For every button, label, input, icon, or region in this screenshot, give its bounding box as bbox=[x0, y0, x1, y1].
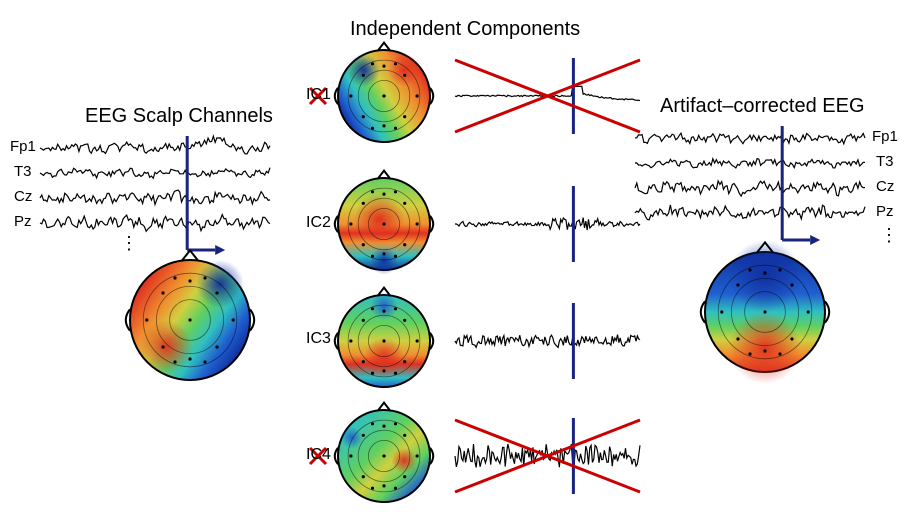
right-panel bbox=[635, 126, 865, 384]
eeg-wave-right-Cz bbox=[635, 181, 865, 196]
eeg-wave-left-Fp1 bbox=[40, 136, 270, 154]
eeg-wave-right-Pz bbox=[635, 205, 865, 220]
eeg-wave-left-Cz bbox=[40, 190, 270, 204]
center-panel bbox=[310, 43, 640, 502]
ic-wave-IC3 bbox=[455, 335, 640, 348]
left-panel bbox=[40, 136, 270, 380]
eeg-wave-left-Pz bbox=[40, 215, 270, 232]
eeg-wave-right-T3 bbox=[635, 159, 865, 168]
ch-label-right-2: Cz bbox=[876, 178, 894, 195]
ic-label-1: IC2 bbox=[306, 214, 331, 232]
ch-label-left-3: Pz bbox=[14, 213, 32, 230]
ic-label-2: IC3 bbox=[306, 330, 331, 348]
ch-label-right-1: T3 bbox=[876, 153, 894, 170]
ic-label-0: IC1 bbox=[306, 86, 331, 104]
vdots-left: ⋮ bbox=[120, 233, 138, 254]
eeg-wave-left-T3 bbox=[40, 168, 270, 179]
ic-wave-IC2 bbox=[455, 218, 640, 230]
ch-label-left-1: T3 bbox=[14, 163, 32, 180]
vdots-right: ⋮ bbox=[880, 225, 898, 246]
ch-label-left-2: Cz bbox=[14, 188, 32, 205]
ch-label-right-0: Fp1 bbox=[872, 128, 898, 145]
ch-label-left-0: Fp1 bbox=[10, 138, 36, 155]
figure-canvas bbox=[0, 0, 920, 515]
ch-label-right-3: Pz bbox=[876, 203, 894, 220]
ic-label-3: IC4 bbox=[306, 446, 331, 464]
eeg-wave-right-Fp1 bbox=[635, 133, 865, 144]
ic-wave-IC1 bbox=[455, 86, 640, 100]
